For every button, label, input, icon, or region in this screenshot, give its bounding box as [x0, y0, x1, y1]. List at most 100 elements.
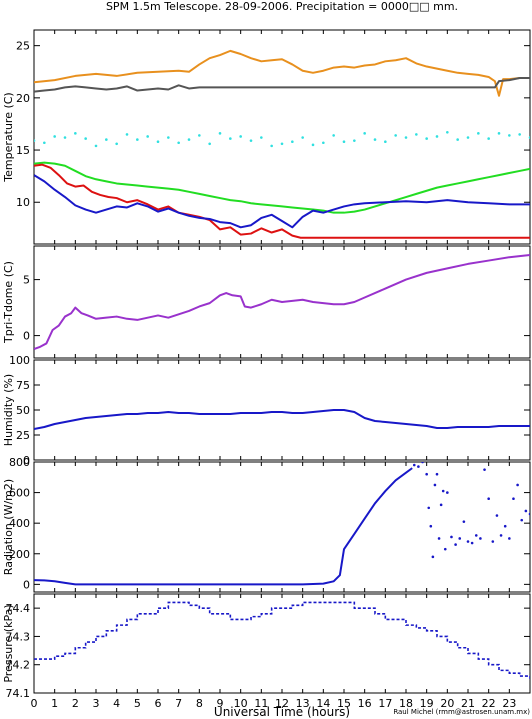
data-point [520, 518, 524, 522]
panel-1: 0 5 Tpri-Tdome (C) [2, 245, 531, 359]
series-line [34, 49, 530, 97]
series-line [34, 161, 530, 214]
y-tick-label: 74.1 [6, 687, 31, 700]
data-point [518, 133, 521, 136]
data-point [417, 465, 420, 468]
data-point [512, 497, 515, 501]
y-tick-label: 25 [16, 40, 30, 53]
data-point [198, 134, 201, 137]
series-line [34, 163, 530, 239]
data-point [516, 483, 519, 487]
data-point [291, 140, 294, 143]
data-point [63, 136, 67, 139]
x-tick-label: 18 [399, 697, 413, 710]
x-tick-label: 14 [316, 697, 330, 710]
data-point [435, 135, 439, 138]
x-tick-label: 8 [196, 697, 203, 710]
data-point [301, 136, 304, 139]
data-point [499, 534, 503, 537]
data-point [497, 132, 501, 135]
y-axis-label: Radiation (W/m2) [2, 479, 15, 575]
data-point [503, 524, 507, 528]
x-axis-label: Universal Time (hours) [214, 705, 350, 719]
y-tick-label: 74.3 [6, 630, 31, 643]
y-tick-label: 0 [23, 578, 30, 591]
data-point [94, 144, 98, 148]
data-point [470, 541, 474, 545]
data-point [125, 133, 129, 136]
x-tick-label: 5 [134, 697, 141, 710]
data-point [425, 472, 428, 476]
data-point [479, 537, 482, 540]
data-point [363, 132, 366, 135]
x-tick-label: 11 [254, 697, 268, 710]
data-point [466, 136, 470, 139]
x-tick-label: 1 [51, 697, 58, 710]
data-point [249, 139, 253, 142]
y-tick-label: 74.4 [6, 602, 31, 615]
x-tick-label: 21 [461, 697, 475, 710]
chart-title: SPM 1.5m Telescope. 28-09-2006. Precipit… [106, 0, 458, 13]
data-point [477, 132, 480, 135]
x-tick-label: 7 [175, 697, 182, 710]
data-point [218, 132, 222, 135]
data-point [53, 135, 56, 138]
data-point [412, 463, 416, 467]
data-point [425, 137, 428, 140]
data-point [280, 142, 284, 146]
data-point [443, 547, 447, 551]
x-tick-label: 9 [217, 697, 224, 710]
data-point [439, 503, 443, 507]
series-group [34, 462, 530, 586]
data-point [495, 514, 499, 517]
data-point [146, 135, 149, 138]
data-point [74, 132, 77, 135]
y-tick-label: 25 [16, 429, 30, 442]
data-point [431, 555, 435, 559]
data-point [187, 138, 191, 141]
y-tick-label: 20 [16, 92, 30, 105]
y-axis-label: Pressure (kPa) [2, 604, 15, 682]
data-point [433, 483, 437, 487]
panel-2: 0 25 50 75 100 Humidity (%) [2, 354, 531, 467]
data-point [105, 138, 108, 141]
data-point [115, 142, 118, 146]
data-point [177, 141, 180, 145]
series-line [34, 77, 530, 93]
data-point [437, 537, 441, 540]
panel-frame [33, 461, 531, 593]
x-tick-label: 20 [440, 697, 454, 710]
panel-0: 10 15 20 25 Temperature (C) [2, 29, 531, 245]
data-point [508, 134, 511, 137]
y-tick-label: 10 [16, 196, 30, 209]
data-point [239, 135, 242, 138]
data-point [332, 134, 335, 137]
x-tick-label: 2 [72, 697, 79, 710]
data-point [34, 139, 36, 142]
data-point [466, 540, 470, 543]
data-point [384, 140, 387, 143]
y-tick-label: 74.2 [6, 659, 31, 672]
data-point [483, 468, 486, 471]
data-point [373, 138, 377, 141]
y-tick-label: 800 [9, 456, 30, 469]
y-tick-label: 5 [23, 274, 30, 287]
data-point [421, 462, 424, 464]
data-point [342, 140, 346, 143]
data-point [415, 133, 418, 136]
data-point [474, 534, 478, 537]
y-axis-label: Humidity (%) [2, 374, 15, 446]
data-point [446, 491, 449, 494]
data-point [458, 537, 462, 540]
data-point [208, 142, 211, 146]
x-tick-label: 13 [296, 697, 310, 710]
y-axis-label: Tpri-Tdome (C) [2, 261, 15, 344]
data-point [446, 131, 449, 134]
data-point [394, 134, 397, 137]
data-point [322, 141, 325, 145]
data-point [441, 489, 445, 493]
data-point [528, 136, 530, 139]
data-point [270, 144, 273, 148]
x-tick-label: 23 [502, 697, 516, 710]
